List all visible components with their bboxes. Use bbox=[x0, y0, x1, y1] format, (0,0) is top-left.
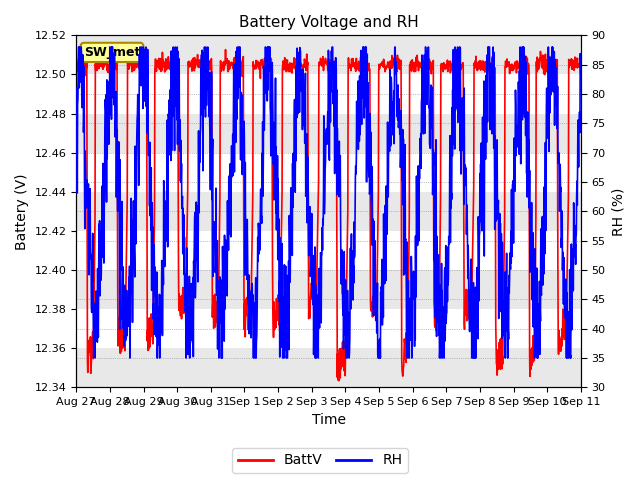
Y-axis label: RH (%): RH (%) bbox=[611, 187, 625, 236]
Bar bbox=[76, 74, 581, 114]
Title: Battery Voltage and RH: Battery Voltage and RH bbox=[239, 15, 419, 30]
Legend: BattV, RH: BattV, RH bbox=[232, 448, 408, 473]
Bar bbox=[76, 309, 581, 348]
Y-axis label: Battery (V): Battery (V) bbox=[15, 173, 29, 250]
X-axis label: Time: Time bbox=[312, 413, 346, 427]
Bar bbox=[76, 348, 581, 387]
Bar bbox=[76, 231, 581, 270]
Bar bbox=[76, 36, 581, 74]
Bar bbox=[76, 153, 581, 192]
Bar bbox=[76, 114, 581, 153]
Text: SW_met: SW_met bbox=[84, 46, 140, 59]
Bar bbox=[76, 192, 581, 231]
Bar bbox=[76, 270, 581, 309]
